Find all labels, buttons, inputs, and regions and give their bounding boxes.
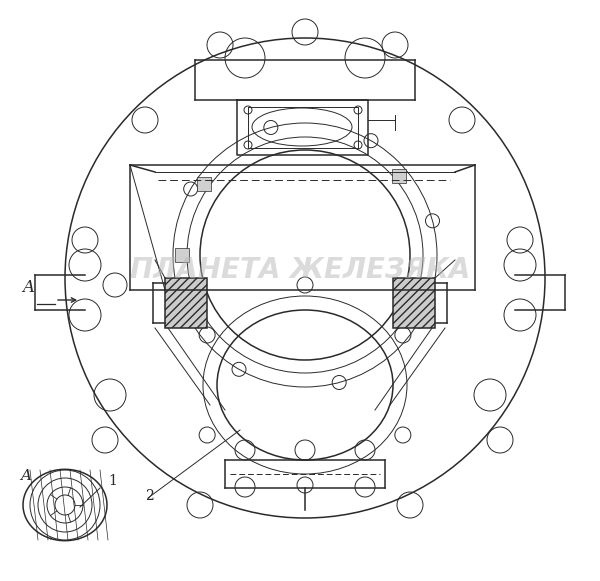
Bar xyxy=(392,169,406,183)
Bar xyxy=(393,278,435,328)
Text: ПЛАНЕТА ЖЕЛЕЗЯКА: ПЛАНЕТА ЖЕЛЕЗЯКА xyxy=(130,256,470,284)
Bar xyxy=(175,248,189,262)
Text: A: A xyxy=(22,279,34,296)
Bar xyxy=(197,177,211,192)
Text: 2: 2 xyxy=(145,489,154,503)
Text: A: A xyxy=(20,469,31,483)
Text: 1: 1 xyxy=(108,474,117,488)
Bar xyxy=(165,278,207,328)
